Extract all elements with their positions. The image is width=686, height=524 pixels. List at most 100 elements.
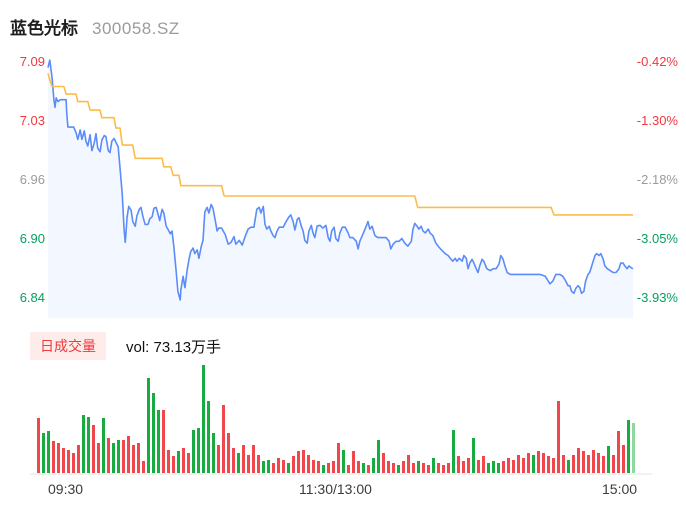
volume-bar (432, 458, 435, 473)
volume-bar (97, 443, 100, 473)
average-price-line (47, 73, 633, 216)
volume-bar (512, 460, 515, 473)
volume-bar (602, 456, 605, 473)
volume-bar (262, 461, 265, 473)
volume-bar (147, 378, 150, 473)
volume-bar (607, 446, 610, 473)
volume-tab-badge[interactable]: 日成交量 (30, 332, 106, 360)
volume-bar (277, 458, 280, 473)
header: 蓝色光标 300058.SZ (10, 14, 180, 39)
volume-bar (252, 445, 255, 473)
volume-bar (507, 458, 510, 473)
volume-bar (232, 448, 235, 473)
volume-bar (392, 463, 395, 473)
volume-bar (537, 451, 540, 473)
volume-bar (172, 456, 175, 473)
price-axis-label: 6.96 (19, 172, 45, 187)
volume-bar (582, 451, 585, 473)
volume-bar (522, 458, 525, 473)
price-area-fill (48, 60, 633, 318)
volume-bar (427, 465, 430, 473)
volume-bar (442, 465, 445, 473)
volume-bar (42, 433, 45, 473)
time-axis-label: 09:30 (48, 481, 84, 497)
volume-bar (202, 365, 205, 473)
volume-bar (292, 456, 295, 473)
volume-bar (547, 456, 550, 473)
volume-bar (52, 441, 55, 473)
volume-bar (152, 393, 155, 473)
volume-bar (222, 405, 225, 473)
volume-bar (287, 463, 290, 473)
volume-bar (182, 448, 185, 473)
volume-bar (367, 465, 370, 473)
volume-bar (137, 443, 140, 473)
volume-bar (297, 451, 300, 473)
volume-bar (382, 453, 385, 473)
stock-name: 蓝色光标 (10, 19, 78, 38)
volume-bar (82, 415, 85, 473)
volume-bar (142, 461, 145, 473)
volume-bar (117, 440, 120, 473)
volume-bar (612, 455, 615, 473)
volume-bar (37, 418, 40, 473)
volume-bar (107, 438, 110, 473)
volume-bar (92, 425, 95, 473)
volume-bar (552, 458, 555, 473)
volume-bar (332, 461, 335, 473)
volume-bar (347, 465, 350, 473)
stock-code: 300058.SZ (92, 19, 180, 38)
volume-bar (587, 455, 590, 473)
volume-bar (187, 453, 190, 473)
volume-bar (77, 445, 80, 473)
volume-bar (562, 455, 565, 473)
volume-bar (62, 448, 65, 473)
volume-bar (217, 445, 220, 473)
volume-bar (502, 461, 505, 473)
percent-axis-label: -1.30% (636, 113, 678, 128)
time-axis-label: 11:30/13:00 (299, 481, 372, 497)
volume-bar (57, 443, 60, 473)
volume-bar (72, 453, 75, 473)
volume-bar (377, 440, 380, 473)
price-axis-label: 7.03 (19, 113, 45, 128)
volume-bar (422, 463, 425, 473)
volume-bar (632, 423, 635, 473)
volume-bar (412, 463, 415, 473)
volume-bar (122, 440, 125, 473)
volume-bar (627, 420, 630, 473)
volume-bar (497, 463, 500, 473)
volume-bar (322, 465, 325, 473)
volume-bar (597, 453, 600, 473)
volume-bar (532, 455, 535, 473)
volume-bar (317, 461, 320, 473)
volume-bar (487, 463, 490, 473)
volume-bar (617, 431, 620, 473)
volume-bar (272, 463, 275, 473)
volume-bar (362, 463, 365, 473)
volume-bar (132, 445, 135, 473)
volume-bar (67, 450, 70, 473)
volume-bar (397, 465, 400, 473)
volume-bar (257, 455, 260, 473)
volume-bar (572, 455, 575, 473)
volume-bar (477, 460, 480, 473)
volume-bar (197, 428, 200, 473)
volume-bar (402, 461, 405, 473)
volume-bar (327, 463, 330, 473)
volume-bar (352, 451, 355, 473)
volume-bar (577, 448, 580, 473)
volume-bar (492, 461, 495, 473)
volume-bar (112, 443, 115, 473)
volume-bar (227, 433, 230, 473)
price-line (47, 59, 634, 301)
price-axis-label: 7.09 (19, 54, 45, 69)
percent-axis-label: -3.93% (636, 290, 678, 305)
volume-total-label: vol: 73.13万手 (126, 338, 222, 356)
volume-bar (527, 453, 530, 473)
volume-bar (47, 431, 50, 473)
volume-bar (307, 455, 310, 473)
volume-bar (467, 458, 470, 473)
volume-bar (472, 438, 475, 473)
